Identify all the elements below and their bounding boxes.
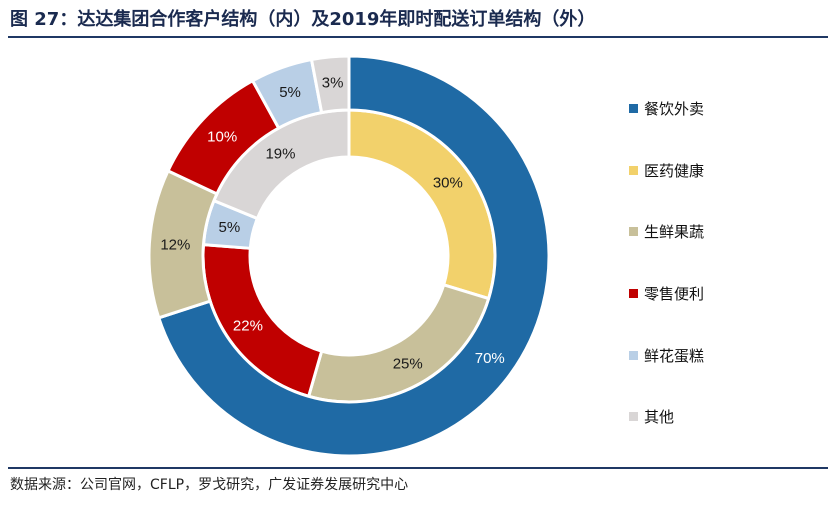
title-divider (8, 36, 828, 38)
legend-label: 其他 (644, 408, 675, 427)
inner-data-label-other: 19% (265, 145, 295, 162)
legend-swatch (629, 227, 638, 237)
source-note: 数据来源：公司官网，CFLP，罗戈研究，广发证券发展研究中心 (10, 477, 409, 493)
outer-slice-other (309, 54, 351, 115)
legend-label: 生鲜果蔬 (644, 223, 705, 242)
outer-data-label-other: 3% (322, 74, 344, 91)
legend-item-other: 其他 (629, 386, 819, 448)
legend-swatch (629, 412, 638, 422)
outer-slice-food (156, 54, 551, 458)
legend-item-flowers-cakes: 鲜花蛋糕 (629, 324, 819, 386)
outer-data-label-flowers-cakes: 5% (279, 84, 301, 101)
legend-swatch (629, 104, 638, 114)
inner-data-label-medicine: 30% (433, 174, 463, 191)
legend-label: 餐饮外卖 (644, 100, 705, 119)
chart-title: 图 27：达达集团合作客户结构（内）及2019年即时配送订单结构（外） (10, 9, 596, 30)
legend-swatch (629, 289, 638, 299)
legend-swatch (629, 350, 638, 360)
inner-data-label-flowers-cakes: 5% (218, 219, 240, 236)
legend-item-fresh-produce: 生鲜果蔬 (629, 201, 819, 263)
legend-item-convenience-retail: 零售便利 (629, 263, 819, 325)
legend-label: 零售便利 (644, 285, 705, 304)
legend-label: 医药健康 (644, 161, 705, 180)
inner-data-label-convenience-retail: 22% (233, 318, 263, 335)
legend-swatch (629, 165, 638, 175)
outer-data-label-food: 70% (475, 350, 505, 367)
legend-item-food: 餐饮外卖 (629, 78, 819, 140)
legend-item-medicine: 医药健康 (629, 140, 819, 202)
outer-data-label-fresh-produce: 12% (160, 237, 190, 254)
title-bar: 图 27：达达集团合作客户结构（内）及2019年即时配送订单结构（外） (0, 0, 833, 36)
inner-data-label-fresh-produce: 25% (393, 356, 423, 373)
source-divider (8, 467, 828, 469)
legend-label: 鲜花蛋糕 (644, 346, 705, 365)
legend: 餐饮外卖 医药健康 生鲜果蔬 零售便利 鲜花蛋糕 其他 (629, 78, 819, 448)
outer-data-label-convenience-retail: 10% (207, 128, 237, 145)
